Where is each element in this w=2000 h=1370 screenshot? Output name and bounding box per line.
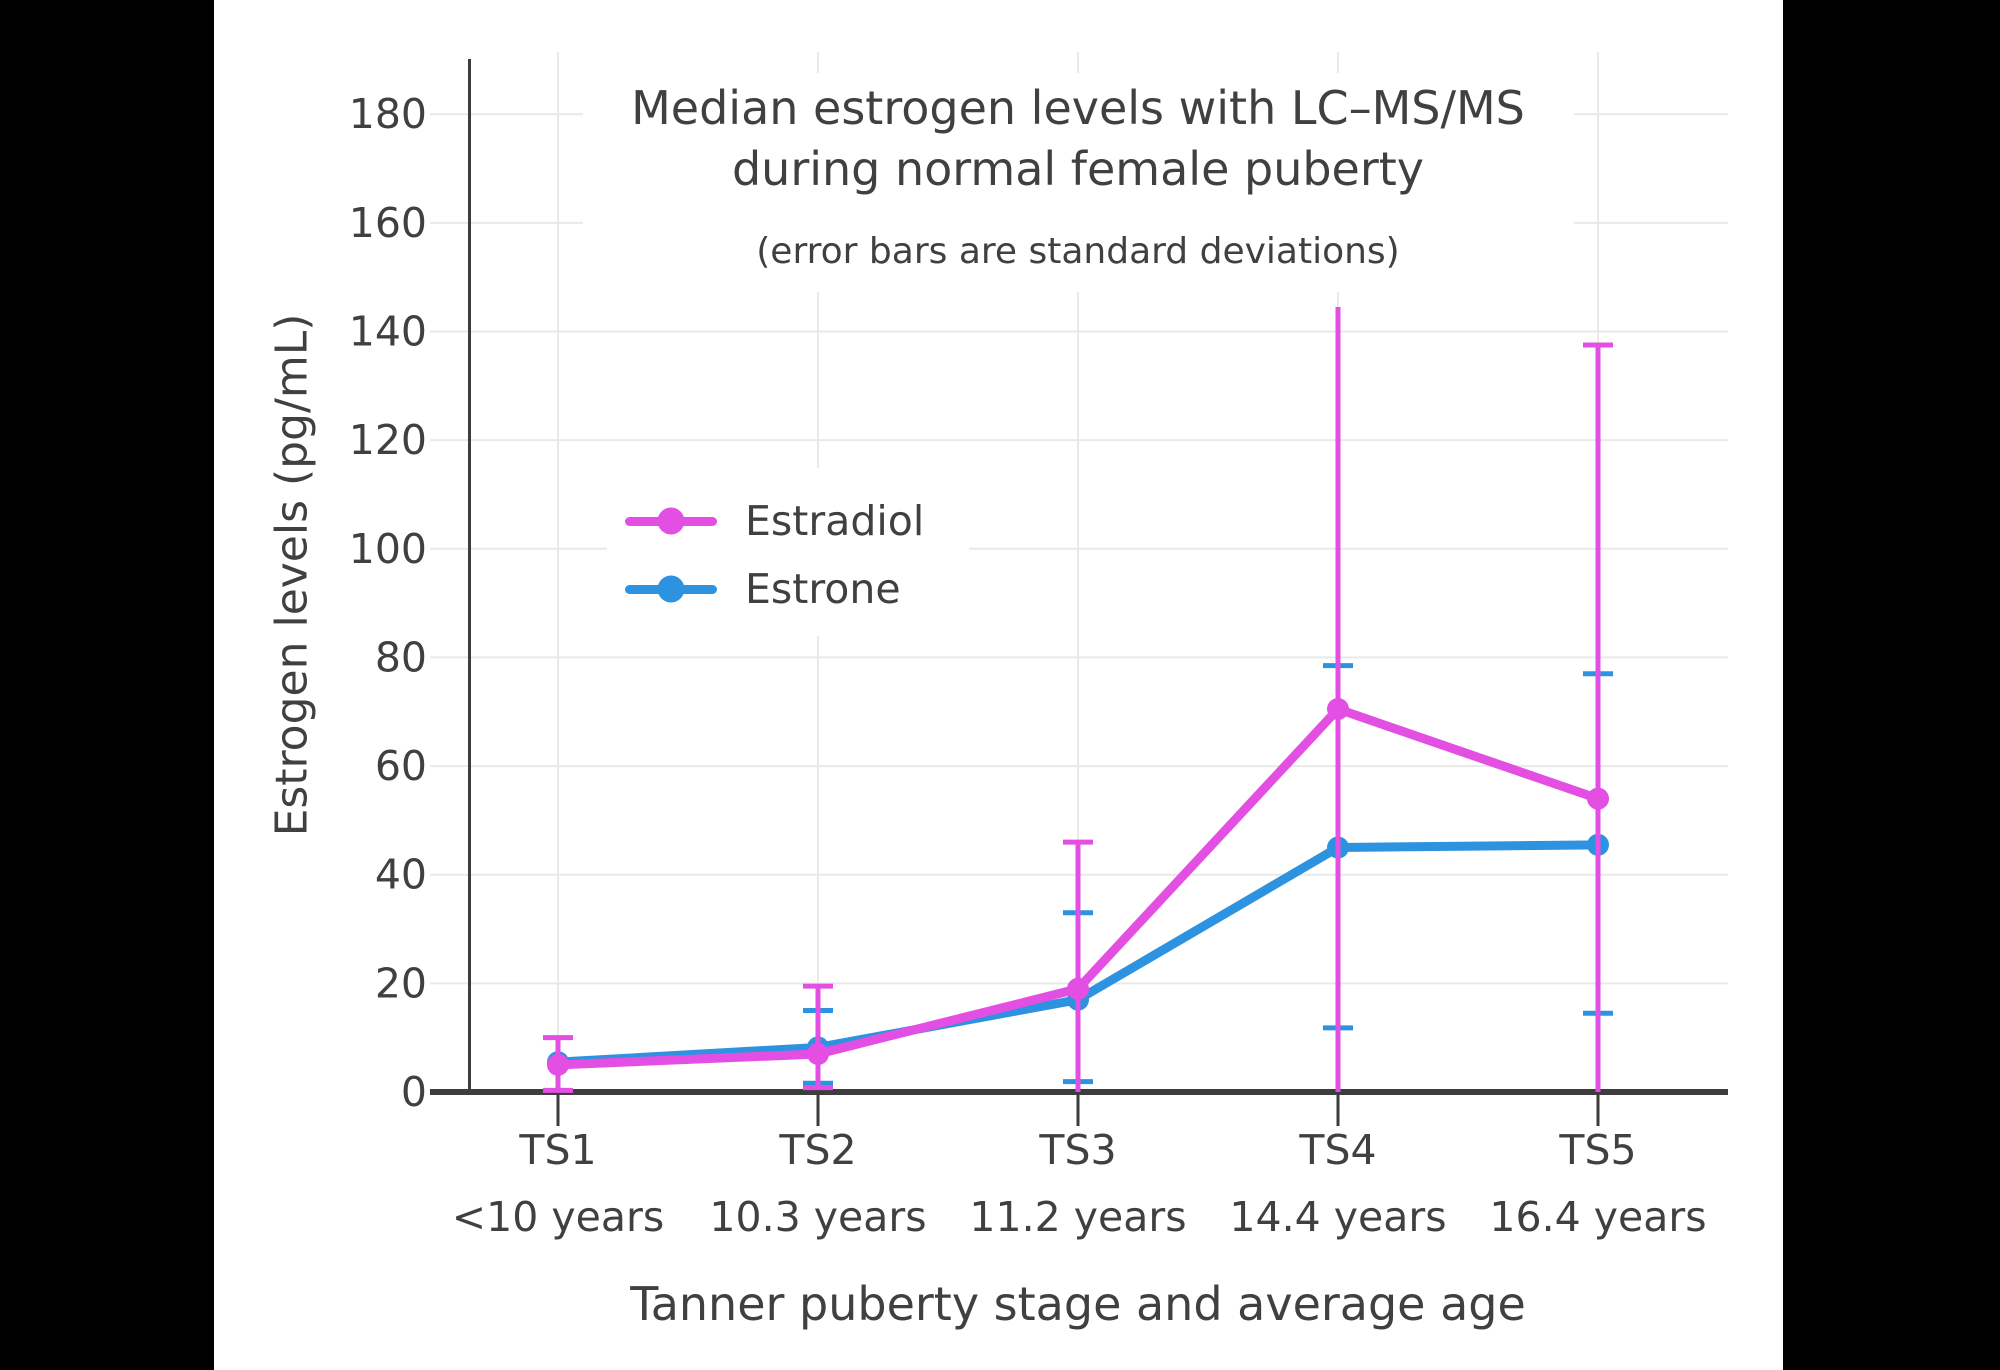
- x-tick-age-label: 11.2 years: [969, 1193, 1186, 1241]
- estrone-legend-label: Estrone: [745, 565, 901, 613]
- estradiol-legend-marker: [657, 507, 685, 535]
- estrone-legend-marker: [657, 575, 685, 603]
- y-tick-label: 140: [349, 307, 427, 355]
- y-axis-title: Estrogen levels (pg/mL): [266, 313, 318, 837]
- estradiol-legend-label: Estradiol: [745, 497, 925, 545]
- y-tick-label: 60: [375, 742, 427, 790]
- y-tick-label: 40: [375, 851, 427, 899]
- title-background: [583, 73, 1574, 292]
- y-tick-label: 120: [349, 416, 427, 464]
- y-tick-label: 160: [349, 199, 427, 247]
- chart-title-line2: during normal female puberty: [731, 142, 1425, 196]
- estradiol-data-point[interactable]: [807, 1042, 829, 1065]
- legend-item-estrone[interactable]: Estrone: [625, 555, 924, 623]
- x-axis-title: Tanner puberty stage and average age: [630, 1277, 1526, 1331]
- x-tick-stage-label: TS4: [1298, 1126, 1376, 1174]
- estradiol-data-point[interactable]: [1327, 698, 1349, 721]
- estradiol-data-point[interactable]: [1067, 977, 1089, 1000]
- y-tick-label: 180: [349, 90, 427, 138]
- chart-title: Median estrogen levels with LC–MS/MS dur…: [578, 78, 1578, 200]
- figure-canvas: 0 20 40 60 80 100 120 140 160 180 TS1 <10 years TS2 1…: [214, 0, 1783, 1370]
- x-tick-age-label: 10.3 years: [709, 1193, 926, 1241]
- legend-item-estradiol[interactable]: Estradiol: [625, 487, 924, 555]
- estradiol-data-point[interactable]: [547, 1053, 569, 1076]
- x-tick-stage-label: TS1: [518, 1126, 596, 1174]
- chart-title-line1: Median estrogen levels with LC–MS/MS: [631, 81, 1525, 135]
- x-tick-stage-label: TS5: [1558, 1126, 1636, 1174]
- estrone-legend-swatch: [625, 575, 717, 603]
- estradiol-data-point[interactable]: [1587, 787, 1609, 810]
- x-tick-age-label: 16.4 years: [1489, 1193, 1706, 1241]
- y-tick-label: 80: [375, 633, 427, 681]
- x-tick-stage-label: TS3: [1038, 1126, 1116, 1174]
- chart-plot-area[interactable]: 0 20 40 60 80 100 120 140 160 180 TS1 <10 years TS2 1…: [214, 0, 1783, 1370]
- y-tick-label: 100: [349, 525, 427, 573]
- legend-background: [607, 468, 969, 636]
- x-tick-age-label: <10 years: [452, 1193, 664, 1241]
- x-tick-age-label: 14.4 years: [1229, 1193, 1446, 1241]
- estradiol-legend-swatch: [625, 507, 717, 535]
- x-tick-stage-label: TS2: [778, 1126, 856, 1174]
- y-tick-label: 20: [375, 959, 427, 1007]
- chart-subtitle: (error bars are standard deviations): [756, 231, 1400, 272]
- y-tick-label: 0: [401, 1068, 427, 1116]
- legend: Estradiol Estrone: [625, 487, 924, 623]
